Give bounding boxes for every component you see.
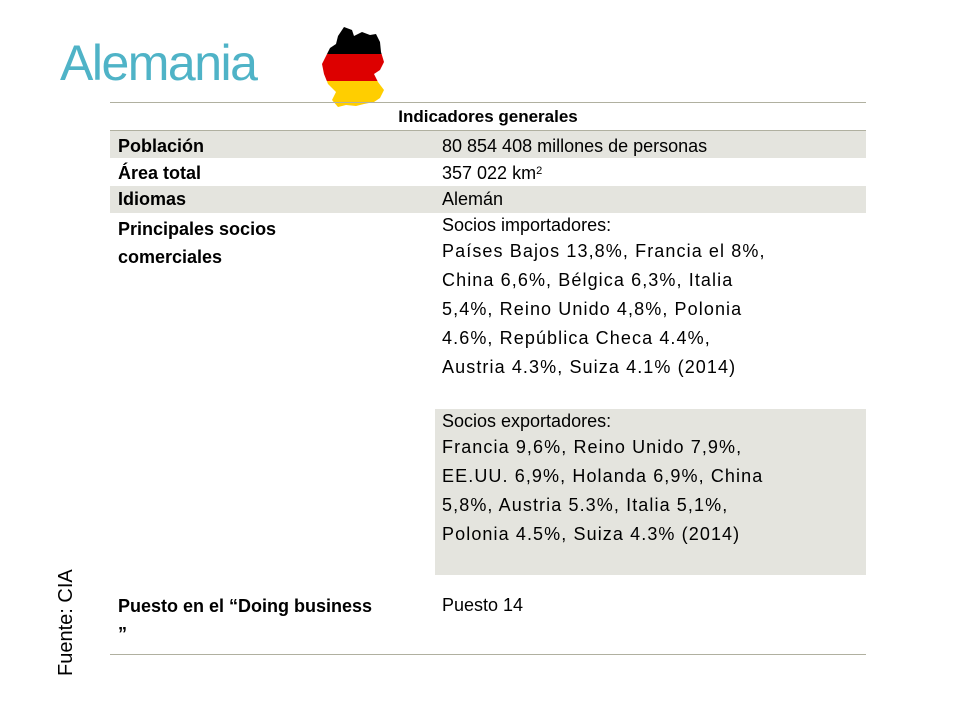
row-label: Principales socios comerciales <box>118 219 277 267</box>
row-value: Alemán <box>442 189 504 209</box>
table-row-idiomas: Idiomas Alemán <box>110 186 866 213</box>
area-unit-exponent: 2 <box>536 165 543 177</box>
import-partners-block: Socios importadores: Países Bajos 13,8%,… <box>442 213 866 382</box>
list-item: EE.UU. 6,9%, Holanda 6,9%, China <box>442 466 764 486</box>
table-row-doing-business: Puesto en el “Doing business ” Puesto 14 <box>110 592 866 655</box>
table-header: Indicadores generales <box>110 102 866 131</box>
import-partners-title: Socios importadores: <box>442 215 612 235</box>
row-value: 357 022 km2 <box>442 160 542 186</box>
list-item: Países Bajos 13,8%, Francia el 8%, <box>442 241 766 261</box>
row-label: Puesto en el “Doing business ” <box>118 596 373 644</box>
export-partners-list: Francia 9,6%, Reino Unido 7,9%, EE.UU. 6… <box>442 433 866 549</box>
export-partners-block: Socios exportadores: Francia 9,6%, Reino… <box>435 409 866 575</box>
page-title: Alemania <box>60 35 258 91</box>
area-value-text: 357 022 km <box>442 163 537 183</box>
list-item: Francia 9,6%, Reino Unido 7,9%, <box>442 437 743 457</box>
source-note: Fuente: CIA <box>55 569 77 676</box>
table-row-area: Área total 357 022 km2 <box>110 158 866 186</box>
list-item: Polonia 4.5%, Suiza 4.3% (2014) <box>442 524 741 544</box>
indicators-table: Indicadores generales Población 80 854 4… <box>110 102 866 655</box>
table-row-socios: Principales socios comerciales Socios im… <box>110 213 866 592</box>
list-item: China 6,6%, Bélgica 6,3%, Italia <box>442 270 734 290</box>
export-partners-title: Socios exportadores: <box>442 411 612 431</box>
row-label: Área total <box>118 163 202 183</box>
list-item: Austria 4.3%, Suiza 4.1% (2014) <box>442 357 737 377</box>
list-item: 4.6%, República Checa 4.4%, <box>442 328 711 348</box>
list-item: 5,8%, Austria 5.3%, Italia 5,1%, <box>442 495 729 515</box>
table-row-poblacion: Población 80 854 408 millones de persona… <box>110 131 866 158</box>
import-partners-list: Países Bajos 13,8%, Francia el 8%, China… <box>442 237 866 382</box>
row-label: Población <box>118 136 205 156</box>
germany-flag-map-icon <box>322 27 384 107</box>
list-item: 5,4%, Reino Unido 4,8%, Polonia <box>442 299 743 319</box>
row-label: Idiomas <box>118 189 187 209</box>
row-value: Puesto 14 <box>442 595 524 615</box>
row-value: 80 854 408 millones de personas <box>442 136 708 156</box>
